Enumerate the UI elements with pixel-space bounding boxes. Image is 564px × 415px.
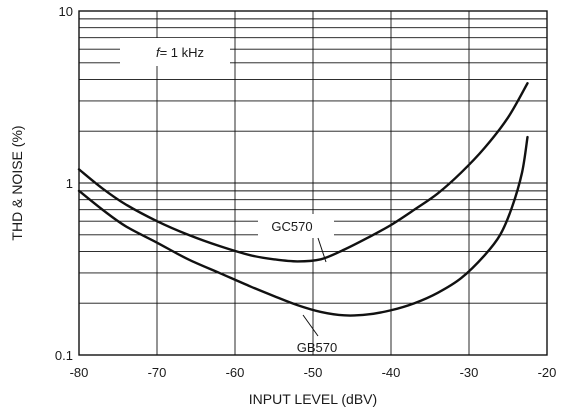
gb570-leader-line	[302, 314, 319, 337]
frequency-annotation-box	[120, 38, 230, 66]
gc570-leader-line	[317, 237, 327, 263]
y-axis-title: THD & NOISE (%)	[9, 125, 25, 240]
series-label-gb570: GB570	[297, 340, 337, 355]
tick-labels: -80 -70 -60 -50 -40 -30 -20 0.1 1 10	[55, 4, 556, 380]
series-lines	[77, 82, 529, 317]
frequency-value: = 1 kHz	[160, 45, 204, 60]
plot-frame	[78, 10, 548, 356]
y-tick-label: 10	[59, 4, 73, 19]
x-tick-label: -80	[70, 365, 89, 380]
series-label-gc570: GC570	[271, 219, 312, 234]
y-tick-label: 0.1	[55, 348, 73, 363]
y-tick-label: 1	[66, 176, 73, 191]
frequency-symbol: f	[156, 45, 161, 60]
x-tick-label: -70	[148, 365, 167, 380]
x-tick-label: -50	[304, 365, 323, 380]
frequency-annotation: f= 1 kHz	[156, 45, 204, 60]
x-tick-label: -30	[460, 365, 479, 380]
gc570-label-box	[258, 214, 334, 238]
x-axis-title: INPUT LEVEL (dBV)	[249, 391, 377, 407]
x-tick-label: -40	[382, 365, 401, 380]
x-tick-label: -60	[226, 365, 245, 380]
series-line-gb570	[77, 135, 529, 317]
x-tick-label: -20	[538, 365, 557, 380]
series-line-gc570	[77, 82, 529, 263]
